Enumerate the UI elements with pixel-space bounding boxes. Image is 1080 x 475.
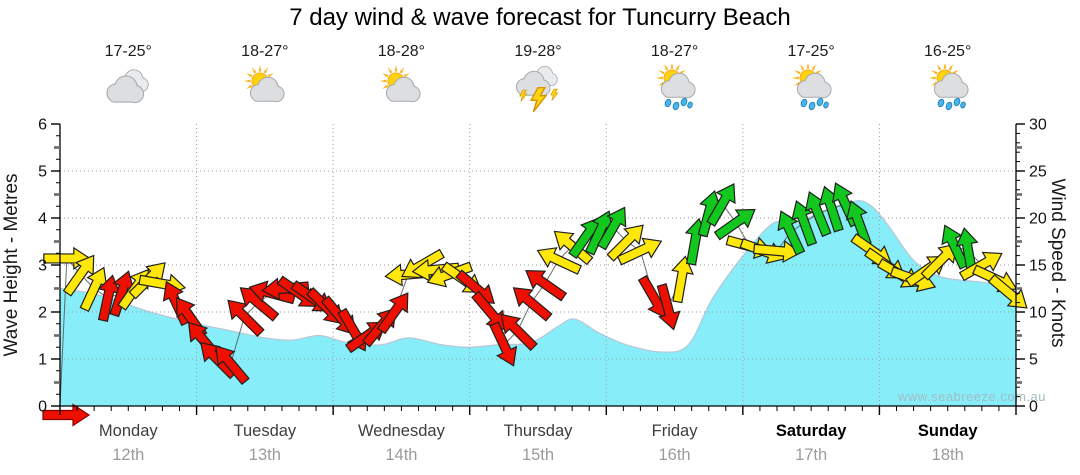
day-name: Friday	[652, 422, 699, 440]
sun-cloud-rain-icon	[928, 62, 969, 111]
day-header-saturday: 17-25°	[761, 42, 861, 117]
wind-arrow	[584, 210, 613, 256]
sun-cloud-icon	[243, 65, 285, 103]
wind-arrow	[239, 287, 280, 322]
svg-text:5: 5	[1029, 352, 1038, 369]
day-date: 17th	[795, 446, 827, 464]
wind-arrow	[606, 224, 644, 262]
storm-icon	[515, 66, 559, 113]
wind-arrow	[227, 299, 265, 337]
wind-arrow	[845, 200, 872, 247]
left-axis-ticks	[51, 123, 60, 407]
temperature-range: 17-25°	[104, 43, 152, 60]
wind-arrow	[958, 251, 1003, 282]
day-date: 12th	[112, 446, 144, 464]
wind-arrow	[596, 206, 627, 251]
temperature-range: 19-28°	[514, 43, 562, 60]
wind-arrow	[671, 255, 694, 304]
day-name: Thursday	[504, 422, 574, 440]
day-name: Sunday	[918, 422, 978, 440]
wind-arrow	[697, 190, 722, 238]
wind-arrows	[43, 182, 1028, 386]
wind-arrow	[376, 292, 409, 335]
wind-arrow	[616, 237, 663, 266]
day-date: 18th	[932, 446, 964, 464]
day-header-monday: 17-25°	[78, 42, 178, 117]
wind-arrow	[215, 345, 250, 386]
day-date: 16th	[659, 446, 691, 464]
wind-arrow	[706, 183, 736, 227]
day-date: 15th	[522, 446, 554, 464]
day-labels: Monday 12th Tuesday 13th Wednesday 14th Thursd…	[99, 422, 978, 464]
sun-cloud-rain-icon	[655, 62, 696, 111]
wind-arrow	[512, 287, 553, 322]
wind-arrow	[500, 313, 538, 352]
right-axis-title: Wind Speed - Knots	[1047, 179, 1068, 348]
wind-arrow	[753, 239, 802, 264]
temperature-range: 18-28°	[377, 43, 426, 60]
wind-arrow	[79, 266, 108, 313]
temperature-range: 18-27°	[241, 43, 289, 60]
sun-cloud-rain-icon	[792, 62, 832, 111]
svg-text:15: 15	[1029, 258, 1047, 275]
svg-text:0: 0	[38, 399, 47, 416]
wind-arrow	[713, 208, 756, 241]
svg-text:5: 5	[38, 164, 47, 181]
wind-arrow	[455, 269, 495, 304]
temperature-range: 17-25°	[787, 43, 835, 60]
origin-wind-arrow	[42, 403, 91, 427]
wind-arrow	[109, 270, 135, 318]
day-name: Saturday	[776, 422, 847, 440]
day-name: Monday	[99, 422, 158, 440]
day-name: Tuesday	[234, 422, 297, 440]
day-name: Wednesday	[358, 422, 446, 440]
svg-text:6: 6	[38, 117, 47, 134]
right-axis-tick-labels: 0 5 10 15 20 25 30	[1029, 117, 1047, 416]
svg-text:1: 1	[38, 352, 47, 369]
svg-text:30: 30	[1029, 117, 1047, 134]
day-date: 14th	[385, 446, 417, 464]
wind-arrow	[791, 200, 818, 247]
temperature-range: 18-27°	[650, 43, 699, 60]
wind-arrow	[777, 210, 806, 256]
bottom-axis-ticks	[59, 406, 1017, 415]
day-date: 13th	[249, 446, 281, 464]
svg-text:25: 25	[1029, 164, 1047, 181]
svg-text:20: 20	[1029, 211, 1047, 228]
svg-text:2: 2	[38, 305, 47, 322]
day-header-sunday: 16-25°	[898, 42, 998, 117]
day-header-friday: 18-27°	[625, 42, 725, 117]
svg-text:4: 4	[38, 211, 47, 228]
wind-arrow	[62, 254, 95, 297]
day-header-wednesday: 18-28°	[351, 42, 451, 117]
wind-arrow	[525, 269, 568, 302]
left-axis-title: Wave Height - Metres	[1, 173, 22, 356]
left-axis-tick-labels: 0 1 2 3 4 5 6	[38, 117, 47, 416]
wind-arrow	[536, 247, 583, 275]
svg-text:0: 0	[1029, 399, 1038, 416]
svg-text:10: 10	[1029, 305, 1047, 322]
cloudy-icon	[106, 69, 149, 104]
watermark: www.seabreeze.com.au	[897, 389, 1046, 404]
sun-cloud-icon	[380, 65, 421, 103]
day-header-tuesday: 18-27°	[215, 42, 315, 117]
wind-arrow	[656, 283, 681, 331]
svg-text:3: 3	[38, 258, 47, 275]
temperature-range: 16-25°	[924, 43, 972, 60]
wind-arrow	[489, 321, 518, 367]
right-axis-ticks	[1016, 123, 1025, 407]
page-title: 7 day wind & wave forecast for Tuncurry …	[289, 4, 791, 31]
day-header-thursday: 19-28°	[488, 42, 588, 117]
